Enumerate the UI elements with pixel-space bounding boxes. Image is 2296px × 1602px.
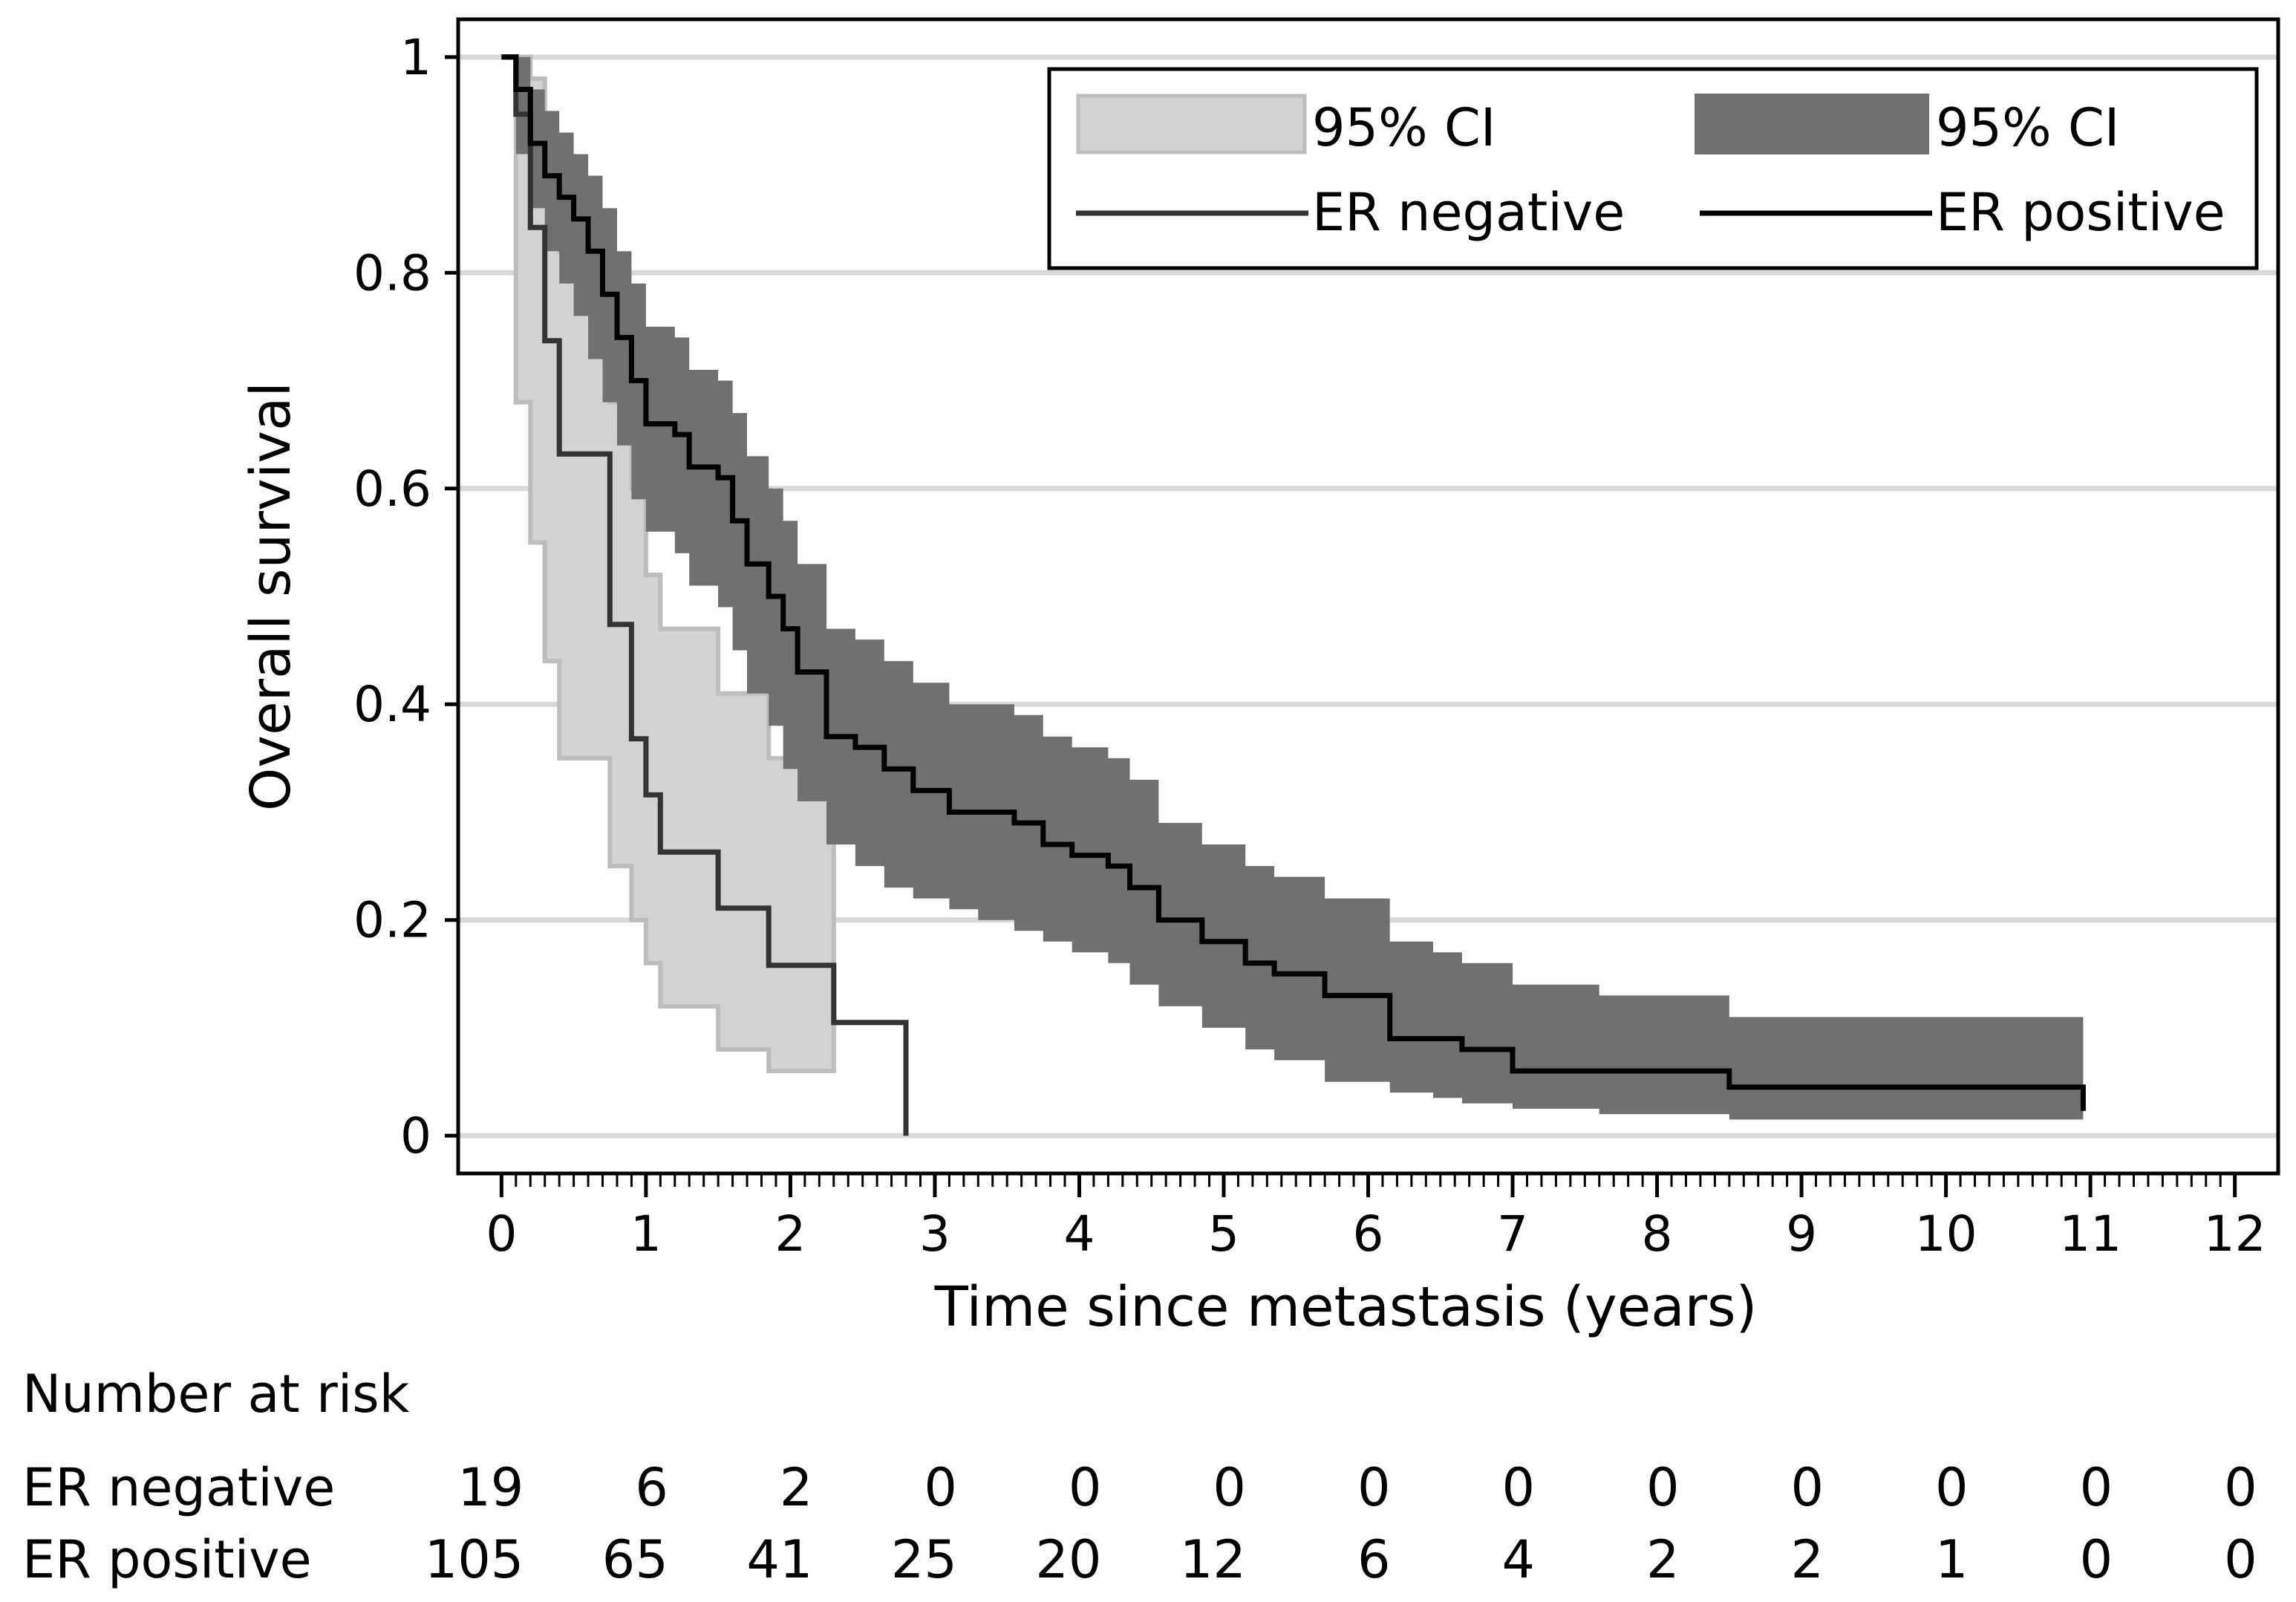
- x-tick-label: 6: [1353, 1205, 1384, 1263]
- survival-lines: [501, 54, 2086, 1136]
- x-tick-label: 3: [919, 1205, 950, 1263]
- risk-value: 0: [924, 1457, 957, 1518]
- risk-value: 0: [2080, 1529, 2113, 1590]
- ci-band-er-positive-area: [501, 56, 2084, 1120]
- risk-value: 2: [1646, 1529, 1680, 1590]
- x-tick-label: 4: [1063, 1205, 1095, 1263]
- risk-value: 65: [602, 1529, 668, 1590]
- risk-value: 41: [746, 1529, 812, 1590]
- survival-line-er-negative: [501, 54, 909, 1136]
- legend-line-label-er-negative: ER negative: [1312, 182, 1625, 243]
- x-tick-label: 8: [1642, 1205, 1673, 1263]
- risk-value: 19: [457, 1457, 524, 1518]
- legend-ci-swatch-er-negative: [1076, 94, 1307, 154]
- risk-value: 0: [1213, 1457, 1246, 1518]
- risk-value: 12: [1180, 1529, 1246, 1590]
- x-tick-label: 12: [2204, 1205, 2266, 1263]
- x-axis: 0 1 2 3 4 5 6 7 8 9 10 11 12: [486, 1173, 2266, 1263]
- x-tick-label: 7: [1497, 1205, 1528, 1263]
- risk-table: Number at risk ER negative ER positive 1…: [22, 1364, 2257, 1590]
- risk-value: 0: [2224, 1457, 2257, 1518]
- y-tick-label: 0.6: [353, 460, 431, 518]
- legend-ci-label-er-negative: 95% CI: [1312, 97, 1496, 158]
- risk-value: 1: [1935, 1529, 1969, 1590]
- survival-line-er-positive: [501, 54, 2086, 1111]
- risk-value: 6: [1357, 1529, 1391, 1590]
- x-tick-label: 11: [2059, 1205, 2121, 1263]
- risk-value: 6: [635, 1457, 668, 1518]
- risk-value: 4: [1501, 1529, 1535, 1590]
- risk-value: 0: [1357, 1457, 1391, 1518]
- x-tick-label: 9: [1786, 1205, 1817, 1263]
- legend-ci-label-er-positive: 95% CI: [1936, 97, 2119, 158]
- legend-ci-swatch-er-positive: [1695, 94, 1929, 154]
- risk-value: 0: [1935, 1457, 1969, 1518]
- legend: 95% CI 95% CI ER negative ER positive: [1047, 67, 2259, 270]
- y-tick-label: 1: [400, 29, 431, 86]
- x-tick-label: 10: [1915, 1205, 1977, 1263]
- risk-value: 2: [1791, 1529, 1824, 1590]
- risk-table-title: Number at risk: [22, 1364, 410, 1424]
- x-tick-label: 2: [774, 1205, 806, 1263]
- y-tick-label: 0.2: [353, 892, 431, 949]
- y-tick-label: 0: [400, 1107, 431, 1165]
- y-tick-label: 0.8: [353, 244, 431, 302]
- x-tick-label: 0: [486, 1205, 517, 1263]
- risk-row-label-er-negative: ER negative: [22, 1457, 335, 1518]
- risk-value: 0: [1069, 1457, 1102, 1518]
- risk-row-label-er-positive: ER positive: [22, 1529, 312, 1590]
- risk-value: 0: [1791, 1457, 1824, 1518]
- y-axis-title: Overall survival: [239, 382, 303, 811]
- risk-value: 20: [1035, 1529, 1101, 1590]
- risk-value: 0: [2080, 1457, 2113, 1518]
- risk-value: 25: [891, 1529, 957, 1590]
- risk-value: 0: [1646, 1457, 1680, 1518]
- y-axis: 0 0.2 0.4 0.6 0.8 1: [353, 29, 458, 1165]
- x-axis-title: Time since metastasis (years): [934, 1275, 1758, 1339]
- legend-line-label-er-positive: ER positive: [1936, 182, 2225, 243]
- risk-value: 2: [780, 1457, 813, 1518]
- gridlines: [458, 54, 2278, 1139]
- risk-value: 0: [1501, 1457, 1535, 1518]
- risk-value: 105: [425, 1529, 524, 1590]
- risk-value: 0: [2224, 1529, 2257, 1590]
- ci-band-er-positive: [501, 56, 2084, 1120]
- x-tick-label: 1: [630, 1205, 662, 1263]
- y-tick-label: 0.4: [353, 676, 431, 733]
- x-tick-label: 5: [1208, 1205, 1239, 1263]
